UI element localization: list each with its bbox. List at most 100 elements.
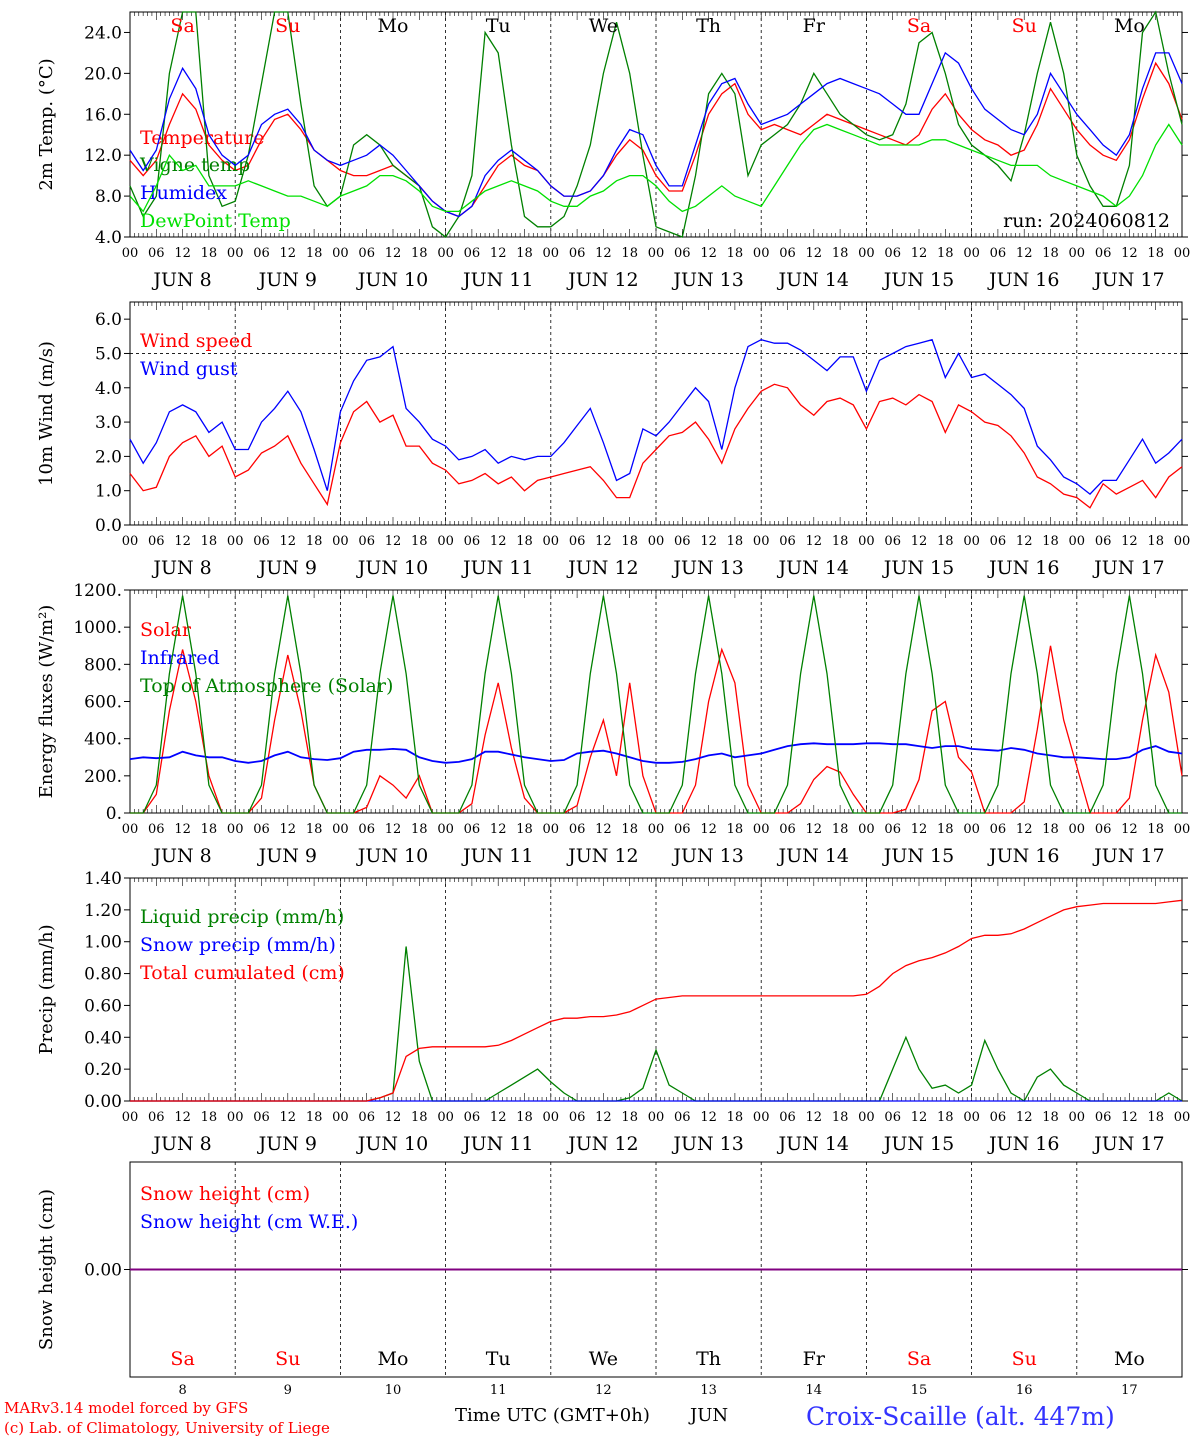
x-day-label: JUN 9: [257, 269, 317, 291]
x-day-label: JUN 10: [356, 1133, 428, 1155]
weekday-label: Su: [275, 1348, 300, 1370]
x-hour-tick-label: 00: [753, 1110, 770, 1125]
weekday-label: Th: [696, 15, 721, 37]
x-day-label: JUN 16: [987, 1133, 1059, 1155]
x-hour-tick-label: 18: [621, 534, 638, 549]
x-hour-tick-label: 18: [727, 822, 744, 837]
x-hour-tick-label: 06: [884, 534, 901, 549]
y-tick-label: 200.: [84, 767, 122, 787]
x-day-label: JUN 15: [882, 557, 954, 579]
x-day-label: JUN 8: [151, 269, 211, 291]
x-day-label: JUN 17: [1092, 1133, 1164, 1155]
y-tick-label: 0.80: [84, 965, 122, 985]
x-hour-tick-label: 06: [674, 1110, 691, 1125]
x-hour-tick-label: 00: [332, 246, 349, 261]
x-hour-tick-label: 00: [858, 1110, 875, 1125]
x-hour-tick-label: 06: [990, 534, 1007, 549]
x-hour-tick-label: 06: [674, 822, 691, 837]
x-hour-tick-label: 06: [358, 1110, 375, 1125]
x-day-label: JUN 9: [257, 557, 317, 579]
model-credit: MARv3.14 model forced by GFS: [4, 1399, 249, 1417]
x-hour-tick-label: 06: [358, 822, 375, 837]
x-hour-tick-label: 12: [806, 246, 823, 261]
y-tick-label: 12.0: [84, 146, 122, 166]
y-tick-label: 2.0: [95, 447, 122, 467]
x-hour-tick-label: 06: [779, 246, 796, 261]
x-hour-tick-label: 00: [543, 534, 560, 549]
x-hour-tick-label: 06: [253, 1110, 270, 1125]
x-hour-tick-label: 18: [411, 534, 428, 549]
legend-entry: Infrared: [140, 647, 220, 669]
x-hour-tick-label: 12: [806, 1110, 823, 1125]
x-hour-tick-label: 18: [832, 534, 849, 549]
x-day-label: JUN 9: [257, 845, 317, 867]
x-hour-tick-label: 18: [621, 246, 638, 261]
x-hour-tick-label: 18: [516, 534, 533, 549]
y-tick-label: 4.0: [95, 228, 122, 248]
y-axis-label: Precip (mm/h): [36, 924, 57, 1054]
run-label: run: 2024060812: [1003, 210, 1170, 232]
x-hour-tick-label: 18: [1042, 1110, 1059, 1125]
panel-1: 4.0 8.0 12.0 16.0 20.0 24.0 2m Temp. (°C) Tempe…: [36, 10, 1190, 291]
x-hour-tick-label: 00: [963, 246, 980, 261]
weekday-label: We: [589, 1348, 618, 1370]
x-day-label: JUN 9: [257, 1133, 317, 1155]
y-tick-label: 5.0: [95, 344, 122, 364]
legend-entry: Total cumulated (cm): [140, 962, 345, 984]
legend-entry: Snow height (cm): [140, 1183, 310, 1205]
x-hour-tick-label: 12: [911, 822, 928, 837]
x-hour-tick-label: 12: [700, 822, 717, 837]
x-day-label: JUN 13: [671, 269, 743, 291]
panel-5: 0.00 Snow height (cm) Snow height (cm) Snow…: [36, 1161, 1188, 1398]
x-hour-tick-label: 06: [1095, 246, 1112, 261]
y-tick-label: 0.: [106, 804, 122, 824]
weekday-label: Sa: [170, 15, 194, 37]
legend-entry: Temperature: [140, 127, 264, 149]
y-tick-label: 1000.: [73, 618, 122, 638]
x-hour-tick-label: 12: [595, 822, 612, 837]
x-day-label: JUN 12: [566, 1133, 638, 1155]
x-hour-tick-label: 00: [963, 822, 980, 837]
y-tick-label: 1.40: [84, 869, 122, 889]
y-axis-label: Energy fluxes (W/m²): [36, 605, 57, 799]
y-tick-label: 24.0: [84, 23, 122, 43]
weekday-label: Tu: [486, 15, 511, 37]
x-hour-tick-label: 12: [1016, 534, 1033, 549]
x-day-label: JUN 11: [461, 557, 533, 579]
x-day-label: JUN 13: [671, 845, 743, 867]
x-hour-tick-label: 00: [227, 1110, 244, 1125]
series-line-temperature: [129, 61, 1183, 218]
x-hour-tick-label: 18: [1147, 246, 1164, 261]
x-hour-tick-label: 12: [595, 534, 612, 549]
legend-entry: Liquid precip (mm/h): [140, 906, 344, 928]
x-hour-tick-label: 06: [358, 534, 375, 549]
x-hour-tick-label: 00: [122, 1110, 139, 1125]
x-hour-tick-label: 18: [937, 1110, 954, 1125]
y-tick-label: 1.20: [84, 901, 122, 921]
x-hour-tick-label: 00: [543, 1110, 560, 1125]
y-tick-label: 3.0: [95, 413, 122, 433]
x-hour-tick-label: 06: [990, 246, 1007, 261]
x-hour-tick-label: 00: [648, 534, 665, 549]
y-tick-label: 6.0: [95, 310, 122, 330]
x-hour-tick-label: 00: [1069, 822, 1086, 837]
x-hour-tick-label: 18: [1042, 822, 1059, 837]
x-hour-tick-label: 00: [122, 534, 139, 549]
series-line-wind-speed: [129, 383, 1183, 509]
x-day-label: JUN 12: [566, 845, 638, 867]
x-hour-tick-label: 12: [385, 822, 402, 837]
station-label: Croix-Scaille (alt. 447m): [806, 1402, 1115, 1431]
weekday-label: Th: [696, 1348, 721, 1370]
x-day-number: 10: [385, 1383, 402, 1398]
x-hour-tick-label: 06: [779, 1110, 796, 1125]
x-hour-tick-label: 12: [700, 534, 717, 549]
x-hour-tick-label: 12: [1121, 1110, 1138, 1125]
x-hour-tick-label: 06: [464, 246, 481, 261]
weekday-label: Sa: [907, 15, 931, 37]
x-hour-tick-label: 12: [174, 534, 191, 549]
x-hour-tick-label: 00: [227, 534, 244, 549]
x-day-label: JUN 8: [151, 557, 211, 579]
x-hour-tick-label: 12: [806, 822, 823, 837]
x-day-label: JUN 11: [461, 269, 533, 291]
y-tick-label: 800.: [84, 655, 122, 675]
